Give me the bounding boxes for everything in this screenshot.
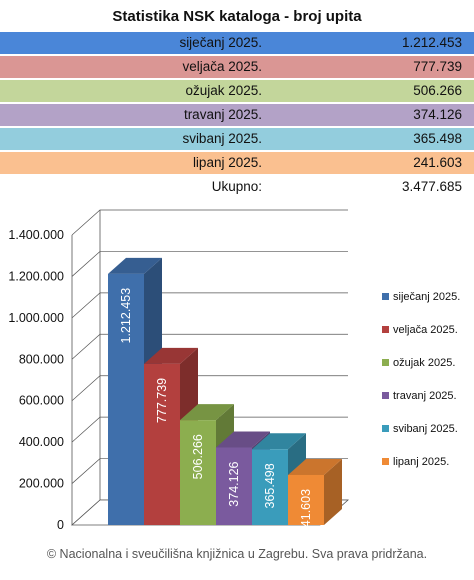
- table-row: svibanj 2025. 365.498: [0, 128, 474, 150]
- bar-top: [180, 404, 234, 421]
- row-label: ožujak 2025.: [185, 83, 262, 98]
- bar: [108, 273, 144, 525]
- data-label: 241.603: [299, 489, 313, 534]
- legend-label: svibanj 2025.: [393, 423, 458, 435]
- bar-chart: 0 200.000 400.000 600.000 800.000 1.000.000 1.…: [8, 209, 460, 534]
- row-label: veljača 2025.: [182, 59, 262, 74]
- y-tick-label: 400.000: [19, 435, 64, 449]
- row-value: 374.126: [413, 107, 462, 122]
- table-row: veljača 2025. 777.739: [0, 56, 474, 78]
- legend-swatch: [382, 359, 389, 366]
- legend-swatch: [382, 293, 389, 300]
- data-label: 374.126: [227, 461, 241, 506]
- row-value: 365.498: [413, 131, 462, 146]
- copyright-footer: © Nacionalna i sveučilišna knjižnica u Z…: [46, 547, 428, 561]
- legend-label: ožujak 2025.: [393, 357, 455, 369]
- legend-swatch: [382, 392, 389, 399]
- total-label: Ukupno:: [211, 179, 262, 194]
- bar: [144, 363, 180, 525]
- legend-swatch: [382, 326, 389, 333]
- legend-label: lipanj 2025.: [393, 456, 449, 468]
- bar: [216, 447, 252, 525]
- page-title: Statistika NSK kataloga - broj upita: [112, 8, 362, 25]
- table-row: lipanj 2025. 241.603: [0, 152, 474, 174]
- data-label: 777.739: [155, 378, 169, 423]
- row-label: svibanj 2025.: [182, 131, 262, 146]
- table-row: siječanj 2025. 1.212.453: [0, 32, 474, 54]
- row-value: 777.739: [413, 59, 462, 74]
- bar: [252, 449, 288, 525]
- legend-label: siječanj 2025.: [393, 291, 460, 303]
- row-value: 241.603: [413, 155, 462, 170]
- table-row: ožujak 2025. 506.266: [0, 80, 474, 102]
- legend-swatch: [382, 425, 389, 432]
- gridline: [71, 209, 348, 236]
- bar-top: [252, 433, 306, 450]
- bar-top: [288, 458, 342, 475]
- bar-top: [144, 347, 198, 364]
- total-value: 3.477.685: [401, 179, 462, 194]
- bar: [288, 474, 324, 525]
- legend-label: travanj 2025.: [393, 390, 457, 402]
- bar-top: [108, 257, 162, 274]
- y-tick-label: 1.200.000: [8, 269, 64, 283]
- data-label: 506.266: [191, 434, 205, 479]
- y-tick-label: 600.000: [19, 394, 64, 408]
- row-label: travanj 2025.: [183, 107, 262, 122]
- bar: [180, 420, 216, 525]
- bar-side: [324, 458, 342, 525]
- row-value: 1.212.453: [401, 35, 462, 50]
- legend-label: veljača 2025.: [393, 324, 458, 336]
- row-value: 506.266: [413, 83, 462, 98]
- y-tick-label: 200.000: [19, 477, 64, 491]
- y-tick-label: 800.000: [19, 352, 64, 366]
- data-label: 365.498: [263, 463, 277, 508]
- legend-swatch: [382, 458, 389, 465]
- y-tick-label: 1.000.000: [8, 311, 64, 325]
- y-tick-label: 0: [57, 518, 64, 532]
- table-row: travanj 2025. 374.126: [0, 104, 474, 126]
- stats-table: siječanj 2025. 1.212.453 veljača 2025. 777…: [0, 32, 474, 200]
- data-label: 1.212.453: [119, 288, 133, 344]
- row-label: lipanj 2025.: [192, 155, 262, 170]
- total-row: Ukupno: 3.477.685: [0, 176, 474, 198]
- row-label: siječanj 2025.: [179, 35, 262, 50]
- y-tick-label: 1.400.000: [8, 228, 64, 242]
- bar-top: [216, 431, 270, 448]
